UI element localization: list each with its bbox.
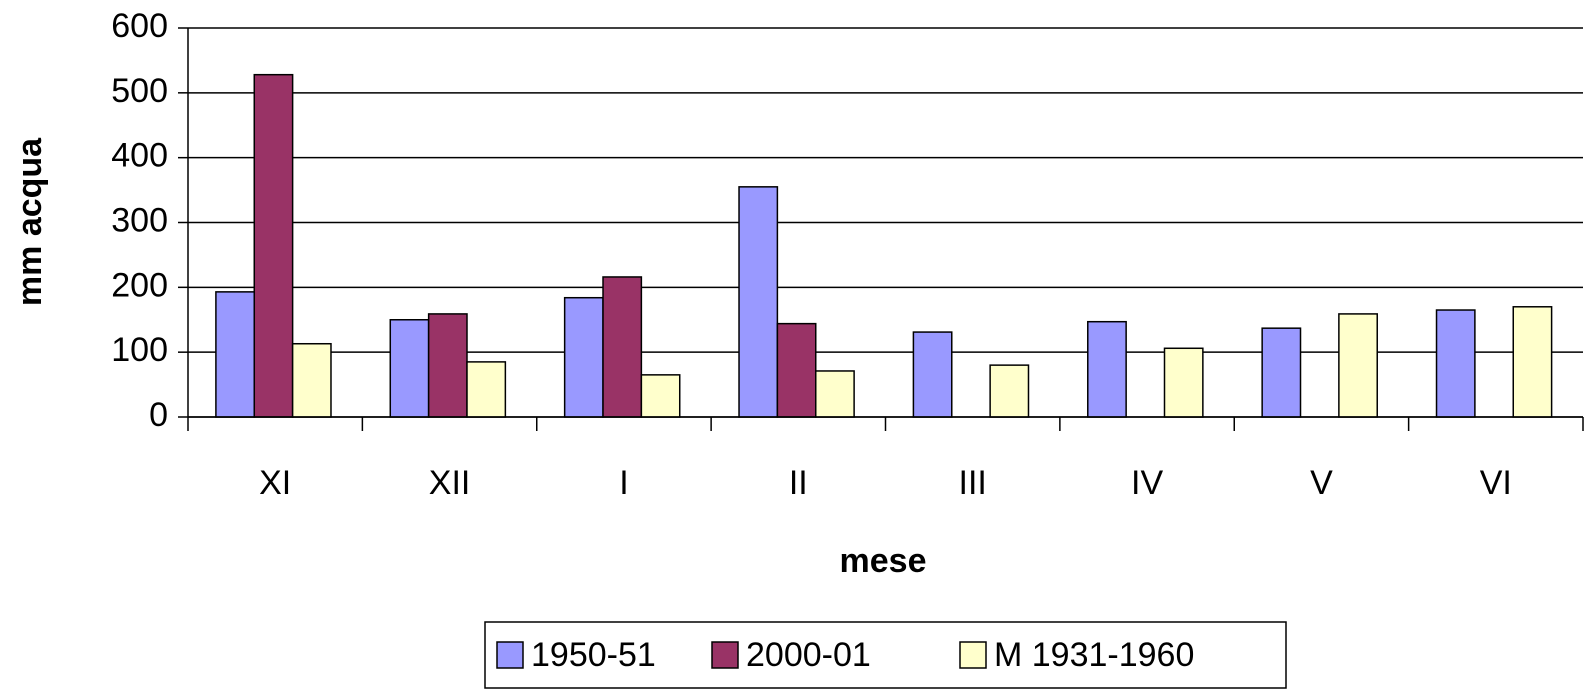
bar: [1163, 347, 1204, 418]
bar: [389, 319, 430, 418]
legend-label: 1950-51: [531, 636, 656, 674]
legend-swatch: [711, 641, 739, 669]
x-tick-label: III: [959, 464, 987, 502]
y-tick-label: 100: [111, 331, 168, 369]
x-axis-label: mese: [840, 542, 927, 580]
legend-box: [484, 621, 1287, 689]
bar: [563, 296, 604, 418]
y-axis-label: mm acqua: [11, 137, 49, 306]
bar: [1338, 313, 1378, 418]
legend-swatch: [959, 641, 987, 669]
x-tick-label: I: [619, 464, 628, 502]
bar: [738, 186, 779, 418]
bar: [253, 73, 294, 418]
legend-label: 2000-01: [746, 636, 871, 674]
legend-label: M 1931-1960: [994, 636, 1194, 674]
bar: [427, 313, 468, 418]
x-tick-label: IV: [1131, 464, 1163, 502]
bar: [815, 370, 855, 418]
bar: [1261, 327, 1302, 418]
x-tick-label: XI: [259, 464, 291, 502]
bar: [602, 276, 643, 418]
x-tick-label: V: [1310, 464, 1333, 502]
bar: [1435, 309, 1476, 418]
x-tick-label: VI: [1480, 464, 1512, 502]
x-tick-label: XII: [429, 464, 471, 502]
bar: [215, 291, 256, 418]
bar: [776, 322, 817, 418]
bar: [466, 361, 507, 418]
y-tick-label: 300: [111, 201, 168, 239]
bar: [291, 342, 332, 418]
bar: [989, 364, 1030, 418]
bar: [912, 331, 953, 418]
bar: [640, 374, 681, 418]
y-tick-label: 0: [149, 396, 168, 434]
bar: [1087, 320, 1127, 418]
legend-swatch: [496, 641, 524, 669]
y-tick-label: 400: [111, 137, 168, 175]
bar: [1512, 306, 1553, 418]
y-tick-label: 200: [111, 266, 168, 304]
y-tick-label: 500: [111, 72, 168, 110]
x-tick-label: II: [789, 464, 808, 502]
y-tick-label: 600: [111, 7, 168, 45]
